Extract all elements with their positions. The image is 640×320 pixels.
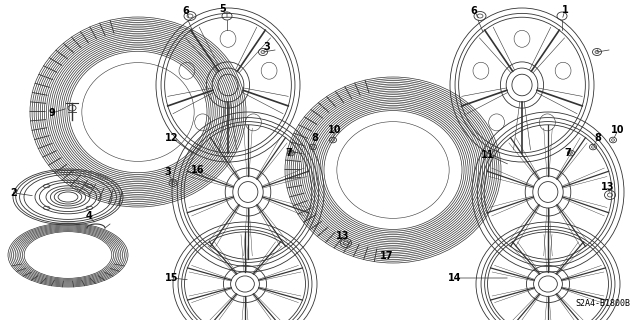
Text: 7: 7 — [285, 148, 292, 158]
Ellipse shape — [13, 226, 123, 284]
Text: 1: 1 — [562, 5, 568, 15]
Ellipse shape — [295, 86, 491, 254]
Ellipse shape — [52, 37, 223, 187]
Ellipse shape — [57, 40, 220, 184]
Text: 13: 13 — [601, 182, 615, 192]
Ellipse shape — [42, 28, 234, 196]
Ellipse shape — [20, 230, 115, 280]
Ellipse shape — [30, 17, 246, 207]
Ellipse shape — [322, 109, 464, 231]
Ellipse shape — [310, 98, 476, 242]
Ellipse shape — [314, 102, 472, 238]
Ellipse shape — [8, 223, 128, 287]
Ellipse shape — [38, 24, 238, 200]
Ellipse shape — [59, 42, 217, 182]
Text: 17: 17 — [380, 251, 394, 261]
Ellipse shape — [303, 93, 483, 247]
Text: 5: 5 — [220, 4, 227, 14]
Text: 8: 8 — [595, 133, 602, 143]
Text: 2: 2 — [11, 188, 17, 198]
Ellipse shape — [12, 225, 124, 285]
Ellipse shape — [320, 107, 466, 233]
Ellipse shape — [22, 231, 114, 279]
Ellipse shape — [82, 63, 194, 161]
Ellipse shape — [44, 30, 232, 194]
Text: 7: 7 — [564, 148, 572, 158]
Ellipse shape — [305, 95, 481, 245]
Ellipse shape — [54, 39, 221, 185]
Ellipse shape — [19, 229, 117, 281]
Ellipse shape — [69, 51, 207, 173]
Text: S2A4-B1800B: S2A4-B1800B — [575, 299, 630, 308]
Ellipse shape — [318, 105, 468, 235]
Ellipse shape — [24, 232, 112, 278]
Ellipse shape — [61, 44, 215, 180]
Ellipse shape — [291, 82, 495, 258]
Text: 10: 10 — [611, 125, 625, 135]
Ellipse shape — [51, 35, 225, 189]
Text: 8: 8 — [312, 133, 319, 143]
Ellipse shape — [316, 103, 470, 236]
Ellipse shape — [15, 227, 121, 283]
Ellipse shape — [67, 50, 209, 174]
Ellipse shape — [324, 111, 462, 229]
Ellipse shape — [289, 81, 497, 260]
Ellipse shape — [287, 79, 499, 261]
Ellipse shape — [65, 48, 211, 176]
Ellipse shape — [47, 31, 230, 193]
Ellipse shape — [285, 77, 501, 263]
Text: 9: 9 — [49, 108, 56, 118]
Text: 16: 16 — [191, 165, 205, 175]
Text: 10: 10 — [328, 125, 342, 135]
Ellipse shape — [17, 228, 119, 282]
Ellipse shape — [301, 91, 484, 249]
Text: 11: 11 — [481, 150, 495, 160]
Ellipse shape — [34, 20, 242, 204]
Ellipse shape — [337, 122, 449, 218]
Text: 3: 3 — [164, 167, 172, 177]
Text: 12: 12 — [165, 133, 179, 143]
Ellipse shape — [300, 89, 486, 251]
Text: 13: 13 — [336, 231, 349, 241]
Text: 6: 6 — [470, 6, 477, 16]
Text: 6: 6 — [182, 6, 189, 16]
Ellipse shape — [36, 22, 240, 202]
Text: 4: 4 — [86, 211, 92, 221]
Ellipse shape — [32, 19, 244, 205]
Text: 15: 15 — [165, 273, 179, 283]
Text: 14: 14 — [448, 273, 461, 283]
Ellipse shape — [10, 224, 126, 286]
Ellipse shape — [49, 33, 228, 191]
Ellipse shape — [63, 46, 213, 178]
Ellipse shape — [40, 26, 236, 198]
Ellipse shape — [293, 84, 493, 256]
Ellipse shape — [308, 96, 479, 244]
Text: 3: 3 — [264, 42, 270, 52]
Ellipse shape — [312, 100, 474, 240]
Ellipse shape — [298, 88, 489, 252]
